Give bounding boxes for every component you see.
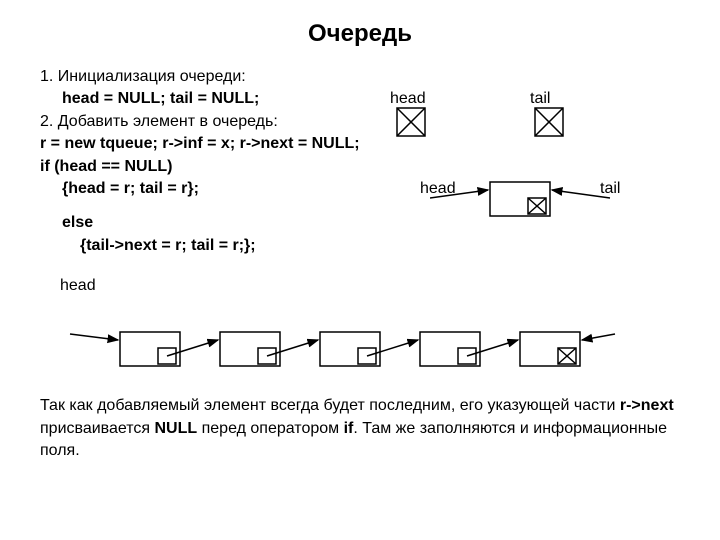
slide-container: Очередь 1. Инициализация очереди: head =… xyxy=(0,0,720,540)
diagram-single-node xyxy=(430,180,650,240)
footer-1e: перед оператором xyxy=(197,420,343,437)
line-5: if (head == NULL) xyxy=(40,156,680,178)
line-1: 1. Инициализация очереди: xyxy=(40,66,680,88)
footer-1b: r->next xyxy=(620,397,674,414)
footer-paragraph: Так как добавляемый элемент всегда будет… xyxy=(40,395,680,462)
diagram-linked-list xyxy=(60,322,620,392)
label-head-3: head xyxy=(60,275,96,297)
footer-1d: NULL xyxy=(155,420,198,437)
footer-1c: присваивается xyxy=(40,420,155,437)
diagram-null-boxes xyxy=(395,106,595,140)
footer-1f: if xyxy=(344,420,354,437)
footer-1a: Так как добавляемый элемент всегда будет… xyxy=(40,397,620,414)
line-6: {head = r; tail = r}; xyxy=(40,180,199,197)
slide-title: Очередь xyxy=(40,20,680,48)
line-2-code: head = NULL; tail = NULL; xyxy=(40,90,259,107)
